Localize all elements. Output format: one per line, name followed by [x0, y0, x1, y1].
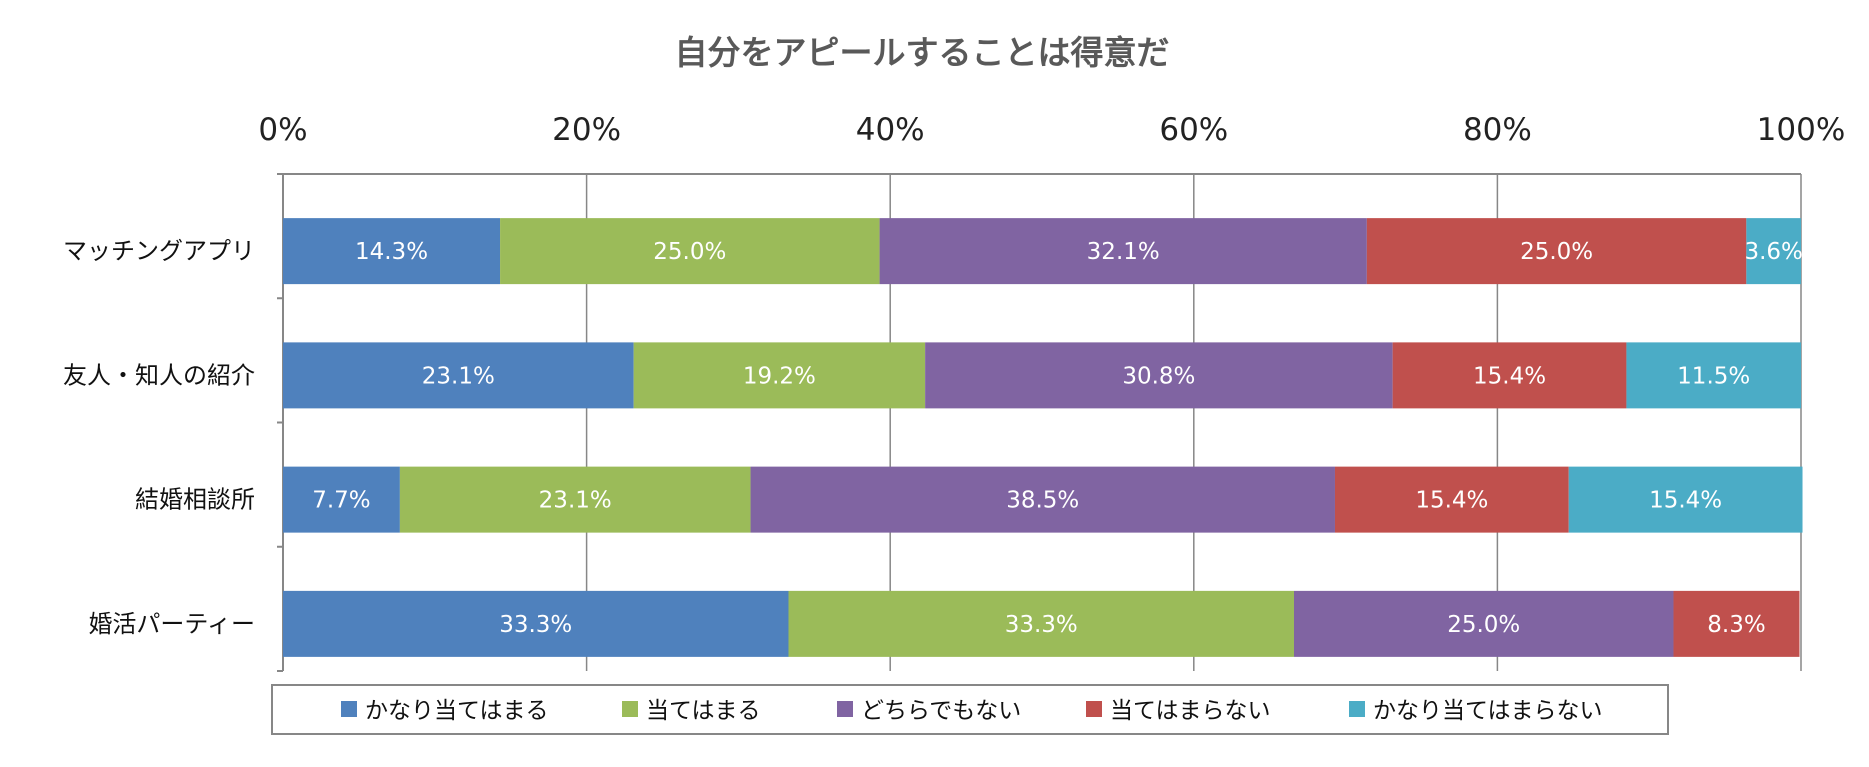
bar-segment: [750, 466, 1335, 533]
bar-segment: [1293, 590, 1674, 657]
data-label: 11.5%: [1677, 363, 1750, 389]
bar-segment: [283, 590, 789, 657]
data-label: 32.1%: [1087, 239, 1160, 265]
bar-segment: [633, 342, 926, 409]
legend-swatch: [1086, 701, 1102, 717]
category-label: 結婚相談所: [135, 486, 255, 514]
bar-segment: [1392, 342, 1627, 409]
bar-segment: [283, 218, 501, 285]
category-label: 婚活パーティー: [88, 610, 255, 638]
category-label: 友人・知人の紹介: [63, 361, 255, 389]
data-label: 15.4%: [1473, 363, 1546, 389]
legend-label: どちらでもない: [861, 698, 1021, 724]
bar-segment: [788, 590, 1294, 657]
data-label: 33.3%: [1005, 612, 1078, 638]
bar-segment: [283, 466, 400, 533]
legend-label: 当てはまる: [646, 698, 761, 724]
data-label: 33.3%: [499, 612, 572, 638]
bar-segment: [1334, 466, 1569, 533]
data-label: 14.3%: [355, 239, 428, 265]
bar-segment: [925, 342, 1393, 409]
data-label: 15.4%: [1649, 488, 1722, 514]
bar-segment: [500, 218, 880, 285]
data-label: 30.8%: [1122, 363, 1195, 389]
data-label: 7.7%: [312, 488, 370, 514]
bar-segment: [1673, 590, 1800, 657]
chart-title: 自分をアピールすることは得意だ: [675, 33, 1170, 72]
legend-label: かなり当てはまる: [365, 698, 549, 724]
data-label: 23.1%: [422, 363, 495, 389]
x-tick-label: 0%: [258, 112, 307, 148]
legend-swatch: [1349, 701, 1365, 717]
x-tick-label: 100%: [1757, 112, 1846, 148]
bar-segment: [1366, 218, 1747, 285]
x-tick-label: 80%: [1463, 112, 1532, 148]
bar-segment: [399, 466, 751, 533]
x-tick-label: 60%: [1159, 112, 1228, 148]
bar-segment: [1568, 466, 1803, 533]
bar-segment: [1746, 218, 1801, 285]
legend-label: かなり当てはまらない: [1373, 698, 1603, 724]
data-label: 25.0%: [1447, 612, 1520, 638]
data-label: 23.1%: [539, 488, 612, 514]
data-label: 38.5%: [1006, 488, 1079, 514]
legend-swatch: [837, 701, 853, 717]
legend-box: [271, 684, 1669, 735]
x-tick-label: 40%: [856, 112, 925, 148]
legend-label: 当てはまらない: [1110, 698, 1271, 724]
data-label: 15.4%: [1415, 488, 1488, 514]
data-label: 3.6%: [1744, 239, 1802, 265]
bar-segment: [879, 218, 1367, 285]
x-tick-label: 20%: [552, 112, 621, 148]
legend-swatch: [341, 701, 357, 717]
bar-segment: [283, 342, 634, 409]
category-label: マッチングアプリ: [63, 237, 255, 265]
legend-swatch: [622, 701, 638, 717]
data-label: 19.2%: [743, 363, 816, 389]
data-label: 8.3%: [1707, 612, 1765, 638]
data-label: 25.0%: [1520, 239, 1593, 265]
bar-segment: [1626, 342, 1801, 409]
data-label: 25.0%: [653, 239, 726, 265]
